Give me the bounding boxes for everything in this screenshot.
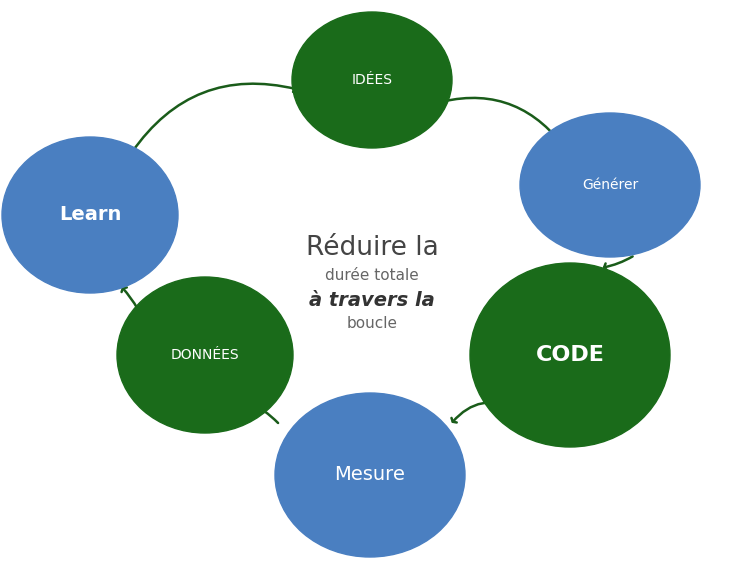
Text: Mesure: Mesure xyxy=(335,466,405,485)
Text: durée totale: durée totale xyxy=(325,267,419,283)
Text: Générer: Générer xyxy=(582,178,638,192)
Text: à travers la: à travers la xyxy=(309,291,435,310)
Ellipse shape xyxy=(520,113,700,257)
Text: CODE: CODE xyxy=(536,345,604,365)
Ellipse shape xyxy=(470,263,670,447)
Ellipse shape xyxy=(117,277,293,433)
Text: IDÉES: IDÉES xyxy=(351,73,393,87)
Text: boucle: boucle xyxy=(347,315,397,330)
Ellipse shape xyxy=(2,137,178,293)
Text: Réduire la: Réduire la xyxy=(306,235,438,261)
Text: Learn: Learn xyxy=(59,205,121,225)
Ellipse shape xyxy=(292,12,452,148)
Ellipse shape xyxy=(275,393,465,557)
Text: DONNÉES: DONNÉES xyxy=(170,348,240,362)
